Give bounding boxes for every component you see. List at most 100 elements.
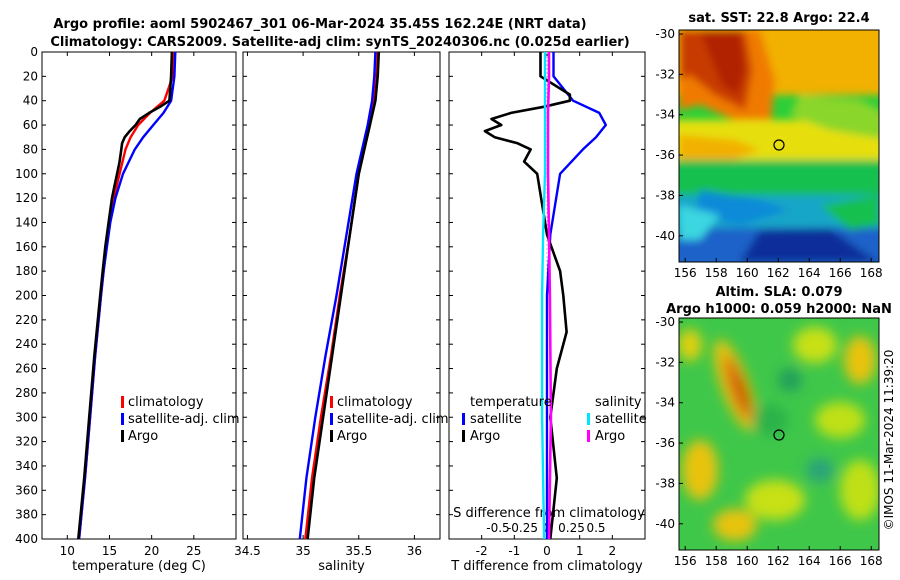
legend-swatch-climatology [330,396,333,408]
x-tick-label: 36 [407,544,422,558]
map-x-tick-label: 166 [829,266,852,280]
y-tick-label: 360 [15,483,38,497]
header-line1: Argo profile: aoml 5902467_301 06-Mar-20… [53,17,586,32]
sst-map [679,30,879,262]
y-tick-label: 220 [15,313,38,327]
y-tick-label: 280 [15,386,38,400]
map-y-tick-label: -30 [655,315,675,329]
sla-map-ticks: 156 158 160 162 164 166 168 -30 -32 -34 -36 -38 -40 [655,315,882,568]
series-group [77,51,177,540]
map-x-tick-label: 160 [736,554,759,568]
y-tick-label: 0 [30,45,38,59]
map-x-tick-label: 158 [705,266,728,280]
x-tick-label: 10 [60,544,75,558]
legend-label-temp-argo: Argo [470,429,500,444]
y-tick-label: 100 [15,167,38,181]
x-tick-label: -2 [476,544,488,558]
map-y-tick-label: -32 [655,67,675,81]
map-y-tick-label: -36 [655,436,675,450]
temperature-legend: climatology satellite-adj. clim Argo [121,395,240,444]
legend-title-salinity: salinity [595,395,642,410]
argo-location-marker [773,139,785,151]
x-tick-label: 2 [609,544,617,558]
series-line-temperature-argo [483,52,572,540]
series-line-salinity-satellite [540,52,547,540]
y-tick-label: 60 [23,118,38,132]
y-tick-label: 320 [15,435,38,449]
map-x-tick-label: 164 [798,554,821,568]
legend-swatch-argo [330,430,333,442]
legend-label-climatology: climatology [337,395,413,410]
map-y-tick-label: -36 [655,148,675,162]
y-tick-label: 340 [15,459,38,473]
series-line-satellite-adj-clim [298,51,377,540]
x-axis-label: salinity [318,559,365,574]
legend-swatch-sal-satellite [587,413,590,425]
series-line-argo [306,51,381,540]
y-tick-label: 20 [23,69,38,83]
y-tick-label: 80 [23,142,38,156]
x-tick-label: 0 [543,544,551,558]
x2-tick-label: -0.25 [507,521,538,535]
y-tick-label: 200 [15,289,38,303]
header-line2: Climatology: CARS2009. Satellite-adj cli… [50,35,629,50]
legend-swatch-temp-argo [462,430,465,442]
temperature-panel: 0 20 40 60 80 100 120 140 160 180 200 220 240 260 280 3… [15,45,237,574]
x-tick-label: 35 [295,544,310,558]
plot-frame [41,51,237,540]
legend-label-temp-satellite: satellite [470,412,522,427]
x-tick-label: 20 [144,544,159,558]
map-y-tick-label: -40 [655,229,675,243]
legend-label-sal-argo: Argo [595,429,625,444]
x-tick-label: 1 [576,544,584,558]
legend-label-climatology: climatology [128,395,204,410]
y-tick-label: 180 [15,264,38,278]
legend-label-sal-satellite: satellite [595,412,647,427]
map-x-tick-label: 164 [798,266,821,280]
legend-title-temperature: temperature [470,395,552,410]
salinity-panel: 34.5 35 35.5 36 salinity [234,51,441,574]
map-x-tick-label: 156 [674,554,697,568]
series-line-salinity-argo [546,52,553,540]
y-tick-label: 40 [23,94,38,108]
legend-swatch-satellite [121,413,124,425]
x-tick-label: 15 [102,544,117,558]
x-axis-label: temperature (deg C) [72,559,206,574]
x-tick-label: -1 [508,544,520,558]
x2-tick-label: 0.5 [586,521,605,535]
x-axis-label: T difference from climatology [450,559,643,574]
y-tick-label: 380 [15,508,38,522]
map-y-tick-label: -34 [655,396,675,410]
y-tick-label: 120 [15,191,38,205]
y-tick-label: 240 [15,337,38,351]
x-tick-label: 25 [186,544,201,558]
y-tick-label: 260 [15,362,38,376]
map-x-tick-label: 162 [767,554,790,568]
map-x-tick-label: 160 [736,266,759,280]
map-y-tick-label: -32 [655,355,675,369]
legend-label-argo: Argo [337,429,367,444]
imos-timestamp: ©IMOS 11-Mar-2024 11:39:20 [882,350,896,531]
map-y-tick-label: -38 [655,476,675,490]
sst-map-frame [678,29,880,263]
y-tick-label: 300 [15,410,38,424]
sst-map-ticks: 156 158 160 162 164 166 168 -30 -32 -34 -36 -38 -40 [655,27,882,280]
y-tick-label: 400 [15,532,38,546]
legend-label-satellite: satellite-adj. clim [337,412,449,427]
map-x-tick-label: 168 [860,554,883,568]
sst-map-title: sat. SST: 22.8 Argo: 22.4 [688,11,869,26]
x-tick-label: 35.5 [345,544,372,558]
sla-map [679,318,879,550]
argo-location-marker [773,429,785,441]
map-y-tick-label: -30 [655,27,675,41]
series-group [298,51,381,540]
map-y-tick-label: -38 [655,188,675,202]
map-y-tick-label: -40 [655,517,675,531]
map-x-tick-label: 158 [705,554,728,568]
legend-label-argo: Argo [128,429,158,444]
legend-swatch-argo [121,430,124,442]
map-x-tick-label: 162 [767,266,790,280]
salinity-legend: climatology satellite-adj. clim Argo [330,395,449,444]
